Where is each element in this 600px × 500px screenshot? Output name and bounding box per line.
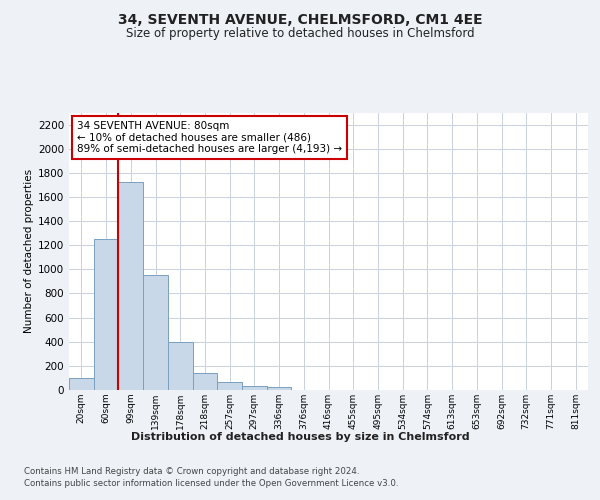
Bar bbox=[94, 239, 118, 390]
Bar bbox=[69, 378, 94, 390]
Bar bbox=[143, 276, 168, 390]
Bar bbox=[118, 182, 143, 390]
Bar bbox=[267, 387, 292, 390]
Bar bbox=[217, 382, 242, 390]
Text: Distribution of detached houses by size in Chelmsford: Distribution of detached houses by size … bbox=[131, 432, 469, 442]
Bar bbox=[193, 372, 217, 390]
Text: Size of property relative to detached houses in Chelmsford: Size of property relative to detached ho… bbox=[125, 28, 475, 40]
Text: Contains HM Land Registry data © Crown copyright and database right 2024.: Contains HM Land Registry data © Crown c… bbox=[24, 468, 359, 476]
Text: 34 SEVENTH AVENUE: 80sqm
← 10% of detached houses are smaller (486)
89% of semi-: 34 SEVENTH AVENUE: 80sqm ← 10% of detach… bbox=[77, 121, 342, 154]
Y-axis label: Number of detached properties: Number of detached properties bbox=[24, 169, 34, 334]
Text: 34, SEVENTH AVENUE, CHELMSFORD, CM1 4EE: 34, SEVENTH AVENUE, CHELMSFORD, CM1 4EE bbox=[118, 12, 482, 26]
Bar bbox=[242, 386, 267, 390]
Text: Contains public sector information licensed under the Open Government Licence v3: Contains public sector information licen… bbox=[24, 479, 398, 488]
Bar bbox=[168, 342, 193, 390]
